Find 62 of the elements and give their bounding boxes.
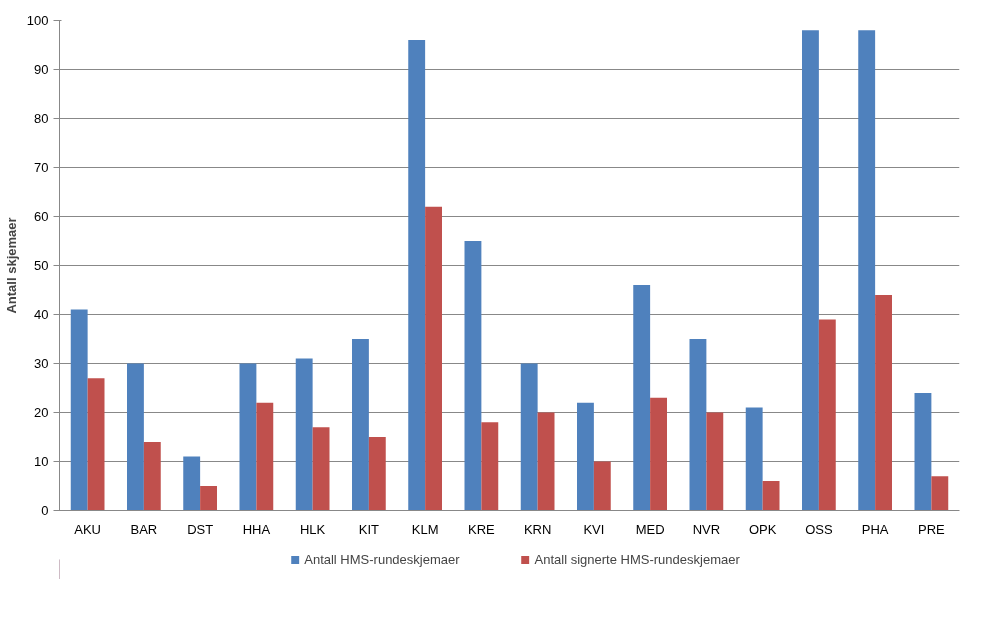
bar bbox=[200, 486, 217, 511]
y-tick-label: 100 bbox=[26, 13, 49, 28]
bar bbox=[858, 30, 876, 511]
y-tick-label: 40 bbox=[34, 307, 49, 322]
legend-label: Antall signerte HMS-rundeskjemaer bbox=[534, 551, 740, 567]
x-tick-label: BAR bbox=[130, 521, 158, 537]
y-tick-label: 60 bbox=[34, 209, 49, 224]
bar bbox=[312, 427, 330, 511]
y-axis-title: Antall skjemaer bbox=[3, 217, 19, 314]
x-tick-label: KRE bbox=[468, 521, 496, 537]
y-tick-label: 70 bbox=[34, 160, 49, 175]
bar bbox=[70, 309, 88, 511]
bar bbox=[931, 476, 949, 511]
bar bbox=[368, 437, 386, 511]
x-tick-label: PRE bbox=[918, 521, 946, 537]
bar bbox=[239, 363, 257, 511]
x-tick-label: HHA bbox=[242, 521, 271, 537]
x-tick-label: OPK bbox=[748, 521, 777, 537]
bar bbox=[818, 319, 836, 511]
bar bbox=[87, 378, 105, 511]
x-tick-label: HLK bbox=[299, 521, 326, 537]
y-tick-label: 0 bbox=[41, 503, 49, 518]
bar bbox=[633, 285, 651, 511]
bar bbox=[256, 402, 274, 511]
x-tick-label: OSS bbox=[805, 521, 833, 537]
bar bbox=[481, 422, 499, 511]
x-tick-label: KLM bbox=[411, 521, 439, 537]
bar bbox=[183, 456, 201, 511]
y-tick-label: 90 bbox=[34, 62, 49, 77]
legend-label: Antall HMS-rundeskjemaer bbox=[304, 551, 460, 567]
bar bbox=[537, 412, 555, 511]
y-tick-label: 20 bbox=[34, 405, 49, 420]
bar bbox=[577, 402, 594, 511]
bar bbox=[706, 412, 724, 511]
bar bbox=[802, 30, 819, 511]
y-tick-label: 80 bbox=[34, 111, 49, 126]
y-tick-label: 30 bbox=[34, 356, 49, 371]
bar bbox=[127, 363, 144, 511]
bar bbox=[650, 397, 667, 511]
x-tick-label: KRN bbox=[523, 521, 552, 537]
bar bbox=[593, 461, 611, 511]
x-tick-label: KIT bbox=[358, 521, 380, 537]
bar bbox=[408, 40, 426, 511]
x-tick-label: KVI bbox=[583, 521, 605, 537]
bar bbox=[464, 241, 482, 511]
bar bbox=[914, 392, 932, 511]
bar bbox=[875, 294, 892, 511]
y-tick-label: 50 bbox=[34, 258, 49, 273]
bar bbox=[425, 206, 442, 511]
bar bbox=[520, 363, 538, 511]
bar bbox=[143, 441, 161, 511]
bar bbox=[295, 358, 313, 511]
x-tick-label: MED bbox=[635, 521, 665, 537]
x-tick-label: DST bbox=[187, 521, 214, 537]
x-tick-label: NVR bbox=[692, 521, 721, 537]
bar bbox=[352, 339, 369, 511]
bar bbox=[745, 407, 763, 511]
bar bbox=[762, 481, 780, 511]
x-tick-label: AKU bbox=[74, 521, 101, 537]
y-tick-label: 10 bbox=[34, 454, 49, 469]
bar bbox=[689, 339, 707, 511]
x-tick-label: PHA bbox=[861, 521, 889, 537]
